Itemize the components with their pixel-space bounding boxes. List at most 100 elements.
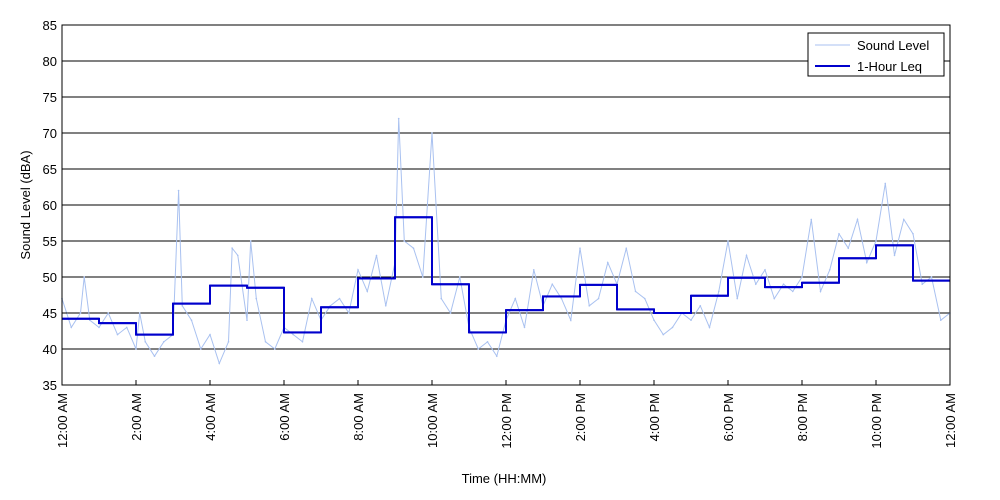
sound-level-point <box>551 283 554 286</box>
sound-level-point <box>310 297 313 300</box>
x-tick-label-5: 10:00 AM <box>425 393 440 448</box>
sound-level-point <box>477 348 480 350</box>
sound-level-point <box>690 319 692 322</box>
sound-level-point <box>403 240 406 242</box>
x-tick-label-1: 2:00 AM <box>129 393 144 441</box>
x-tick-label-2: 4:00 AM <box>203 393 218 441</box>
x-tick-label-8: 4:00 PM <box>647 393 662 441</box>
sound-level-point <box>440 297 443 300</box>
sound-level-point <box>893 254 896 257</box>
sound-level-point <box>177 189 180 192</box>
sound-level-point <box>431 132 433 134</box>
sound-level-point <box>838 233 840 235</box>
sound-level-point <box>246 319 248 322</box>
sound-level-point <box>70 326 73 329</box>
sound-level-point <box>495 355 498 358</box>
sound-level-point <box>449 312 452 314</box>
sound-level-point <box>264 341 267 343</box>
sound-level-point <box>810 218 813 221</box>
sound-level-point <box>209 333 211 336</box>
sound-level-point <box>231 247 233 249</box>
sound-level-point <box>930 276 933 278</box>
y-tick-label-70: 70 <box>43 126 57 141</box>
sound-level-point <box>88 319 91 322</box>
sound-level-point <box>486 341 489 343</box>
sound-level-point <box>301 341 304 343</box>
sound-level-point <box>819 290 822 293</box>
sound-level-point <box>569 319 572 322</box>
sound-level-point <box>347 312 350 314</box>
y-tick-label-45: 45 <box>43 306 57 321</box>
sound-level-point <box>357 269 359 271</box>
sound-level-point <box>625 247 628 249</box>
sound-level-point <box>865 261 868 264</box>
sound-level-point <box>745 254 748 257</box>
sound-level-point <box>249 240 252 242</box>
sound-level-point <box>125 326 128 329</box>
sound-level-point <box>138 312 141 314</box>
sound-level-point <box>107 312 110 314</box>
sound-level-point <box>255 297 258 300</box>
sound-level-point <box>153 355 156 358</box>
sound-level-point <box>236 254 239 257</box>
sound-level-point <box>421 276 424 278</box>
sound-level-point <box>560 297 563 300</box>
sound-level-point <box>634 290 637 293</box>
sound-level-point <box>83 276 85 278</box>
x-tick-label-0: 12:00 AM <box>55 393 70 448</box>
sound-level-point <box>791 290 794 293</box>
sound-level-point <box>902 218 905 221</box>
x-tick-label-9: 6:00 PM <box>721 393 736 441</box>
sound-level-point <box>912 233 914 235</box>
sound-level-point <box>227 341 230 343</box>
y-tick-label-80: 80 <box>43 54 57 69</box>
sound-level-point <box>384 305 387 307</box>
sound-level-point <box>828 269 831 271</box>
y-axis: 35 40 45 50 55 60 65 70 75 80 85 <box>43 18 67 393</box>
sound-level-point <box>532 269 535 271</box>
legend: Sound Level 1-Hour Leq <box>807 32 945 77</box>
sound-level-point <box>116 333 119 336</box>
sound-level-point <box>190 319 193 322</box>
x-tick-label-3: 6:00 AM <box>277 393 292 441</box>
y-tick-label-75: 75 <box>43 90 57 105</box>
y-tick-label-55: 55 <box>43 234 57 249</box>
x-tick-label-11: 10:00 PM <box>869 393 884 449</box>
x-tick-label-12: 12:00 AM <box>943 393 958 448</box>
legend-label-leq: 1-Hour Leq <box>857 59 922 74</box>
sound-level-point <box>847 247 850 249</box>
sound-level-point <box>338 297 341 300</box>
sound-level-point <box>458 276 461 278</box>
sound-level-point <box>135 348 137 350</box>
sound-level-point <box>514 297 517 300</box>
y-tick-label-35: 35 <box>43 378 57 393</box>
y-tick-label-40: 40 <box>43 342 57 357</box>
x-tick-label-4: 8:00 AM <box>351 393 366 441</box>
sound-level-point <box>412 247 415 249</box>
sound-level-point <box>653 319 655 322</box>
sound-level-point <box>717 290 720 293</box>
sound-level-point <box>671 326 674 329</box>
x-tick-label-7: 2:00 PM <box>573 393 588 441</box>
sound-level-point <box>181 305 184 307</box>
sound-level-point <box>162 341 165 343</box>
sound-level-point <box>98 326 100 329</box>
x-tick-label-6: 12:00 PM <box>499 393 514 449</box>
sound-level-point <box>884 182 887 185</box>
x-tick-label-10: 8:00 PM <box>795 393 810 441</box>
sound-level-point <box>727 240 729 242</box>
sound-level-point <box>875 240 877 242</box>
sound-level-point <box>292 333 295 336</box>
sound-level-point <box>579 247 581 249</box>
sound-level-point <box>366 290 369 293</box>
legend-label-sound-level: Sound Level <box>857 38 929 53</box>
sound-level-point <box>699 305 702 307</box>
sound-level-point <box>144 341 147 343</box>
sound-level-point <box>375 254 378 257</box>
sound-level-point <box>597 297 600 300</box>
sound-level-point <box>921 283 924 286</box>
sound-level-point <box>662 333 665 336</box>
sound-level-point <box>782 283 785 286</box>
